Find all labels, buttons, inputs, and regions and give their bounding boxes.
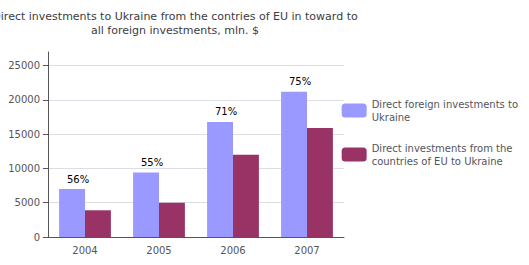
svg-text:71%: 71%	[215, 106, 237, 117]
svg-text:55%: 55%	[141, 157, 163, 168]
svg-text:Direct investments from the: Direct investments from the	[372, 143, 513, 154]
svg-text:0: 0	[34, 232, 40, 243]
svg-text:countries of EU to Ukraine: countries of EU to Ukraine	[372, 156, 503, 167]
svg-text:56%: 56%	[67, 174, 89, 185]
svg-text:2007: 2007	[294, 245, 319, 256]
svg-text:2006: 2006	[220, 245, 245, 256]
svg-text:Direct investments to Ukraine: Direct investments to Ukraine from the c…	[0, 10, 358, 23]
svg-text:15000: 15000	[8, 129, 40, 140]
svg-text:75%: 75%	[289, 76, 311, 87]
svg-text:2004: 2004	[72, 245, 97, 256]
svg-text:25000: 25000	[8, 60, 40, 71]
svg-text:2005: 2005	[146, 245, 171, 256]
svg-text:all foreign investments, mln.: all foreign investments, mln. $	[91, 24, 259, 37]
svg-text:Direct foreign investments to: Direct foreign investments to	[372, 99, 518, 110]
svg-text:Ukraine: Ukraine	[372, 112, 411, 123]
svg-text:5000: 5000	[15, 197, 40, 208]
svg-text:10000: 10000	[8, 163, 40, 174]
svg-text:20000: 20000	[8, 94, 40, 105]
